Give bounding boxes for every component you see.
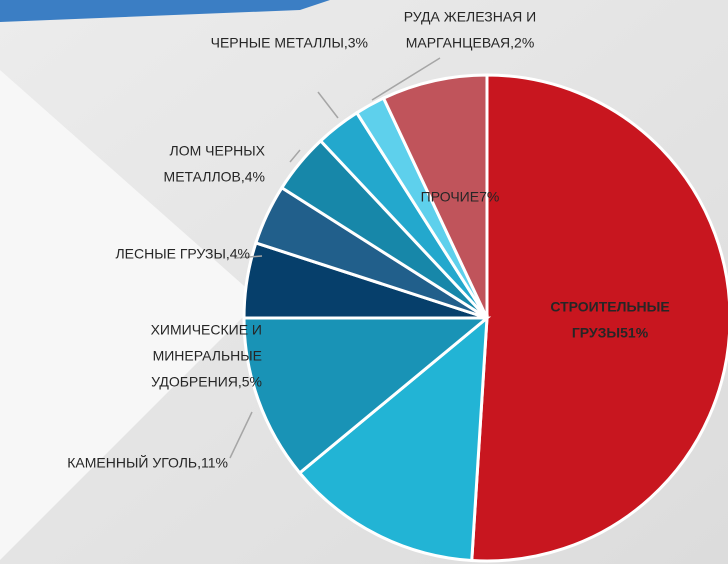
data-label: ПРОЧИЕ7% (421, 189, 500, 205)
leader-line (235, 255, 263, 259)
slice (242, 316, 492, 476)
slice (381, 73, 489, 319)
slice (470, 73, 728, 563)
pie (242, 73, 728, 563)
labels: СТРОИТЕЛЬНЫЕ ГРУЗЫ51% КАМЕННЫЙ УГОЛЬ,11% ХИ… (67, 9, 669, 471)
leader-line (289, 149, 301, 163)
data-label: ХИМИЧЕСКИЕ И (151, 322, 262, 338)
data-label: МАРГАНЦЕВАЯ,2% (406, 35, 535, 51)
header-banner (0, 0, 330, 22)
data-label: КАМЕННЫЙ УГОЛЬ,11% (67, 454, 228, 471)
data-label: МИНЕРАЛЬНЫЕ (153, 348, 262, 364)
data-label: ЧЕРНЫЕ МЕТАЛЛЫ,3% (211, 35, 368, 51)
slice (297, 314, 489, 563)
data-label: РУДА ЖЕЛЕЗНАЯ И (404, 9, 536, 25)
background-shape (0, 70, 260, 560)
leader-line (229, 411, 253, 459)
data-label: УДОБРЕНИЯ,5% (151, 374, 262, 390)
data-label: ГРУЗЫ51% (572, 325, 649, 341)
leader-line (317, 91, 339, 119)
data-label: ЛЕСНЫЕ ГРУЗЫ,4% (115, 246, 250, 262)
leader-line (371, 57, 441, 101)
data-label: МЕТАЛЛОВ,4% (164, 169, 265, 185)
data-label: СТРОИТЕЛЬНЫЕ (550, 299, 669, 315)
data-label: ЛОМ ЧЕРНЫХ (170, 143, 266, 159)
